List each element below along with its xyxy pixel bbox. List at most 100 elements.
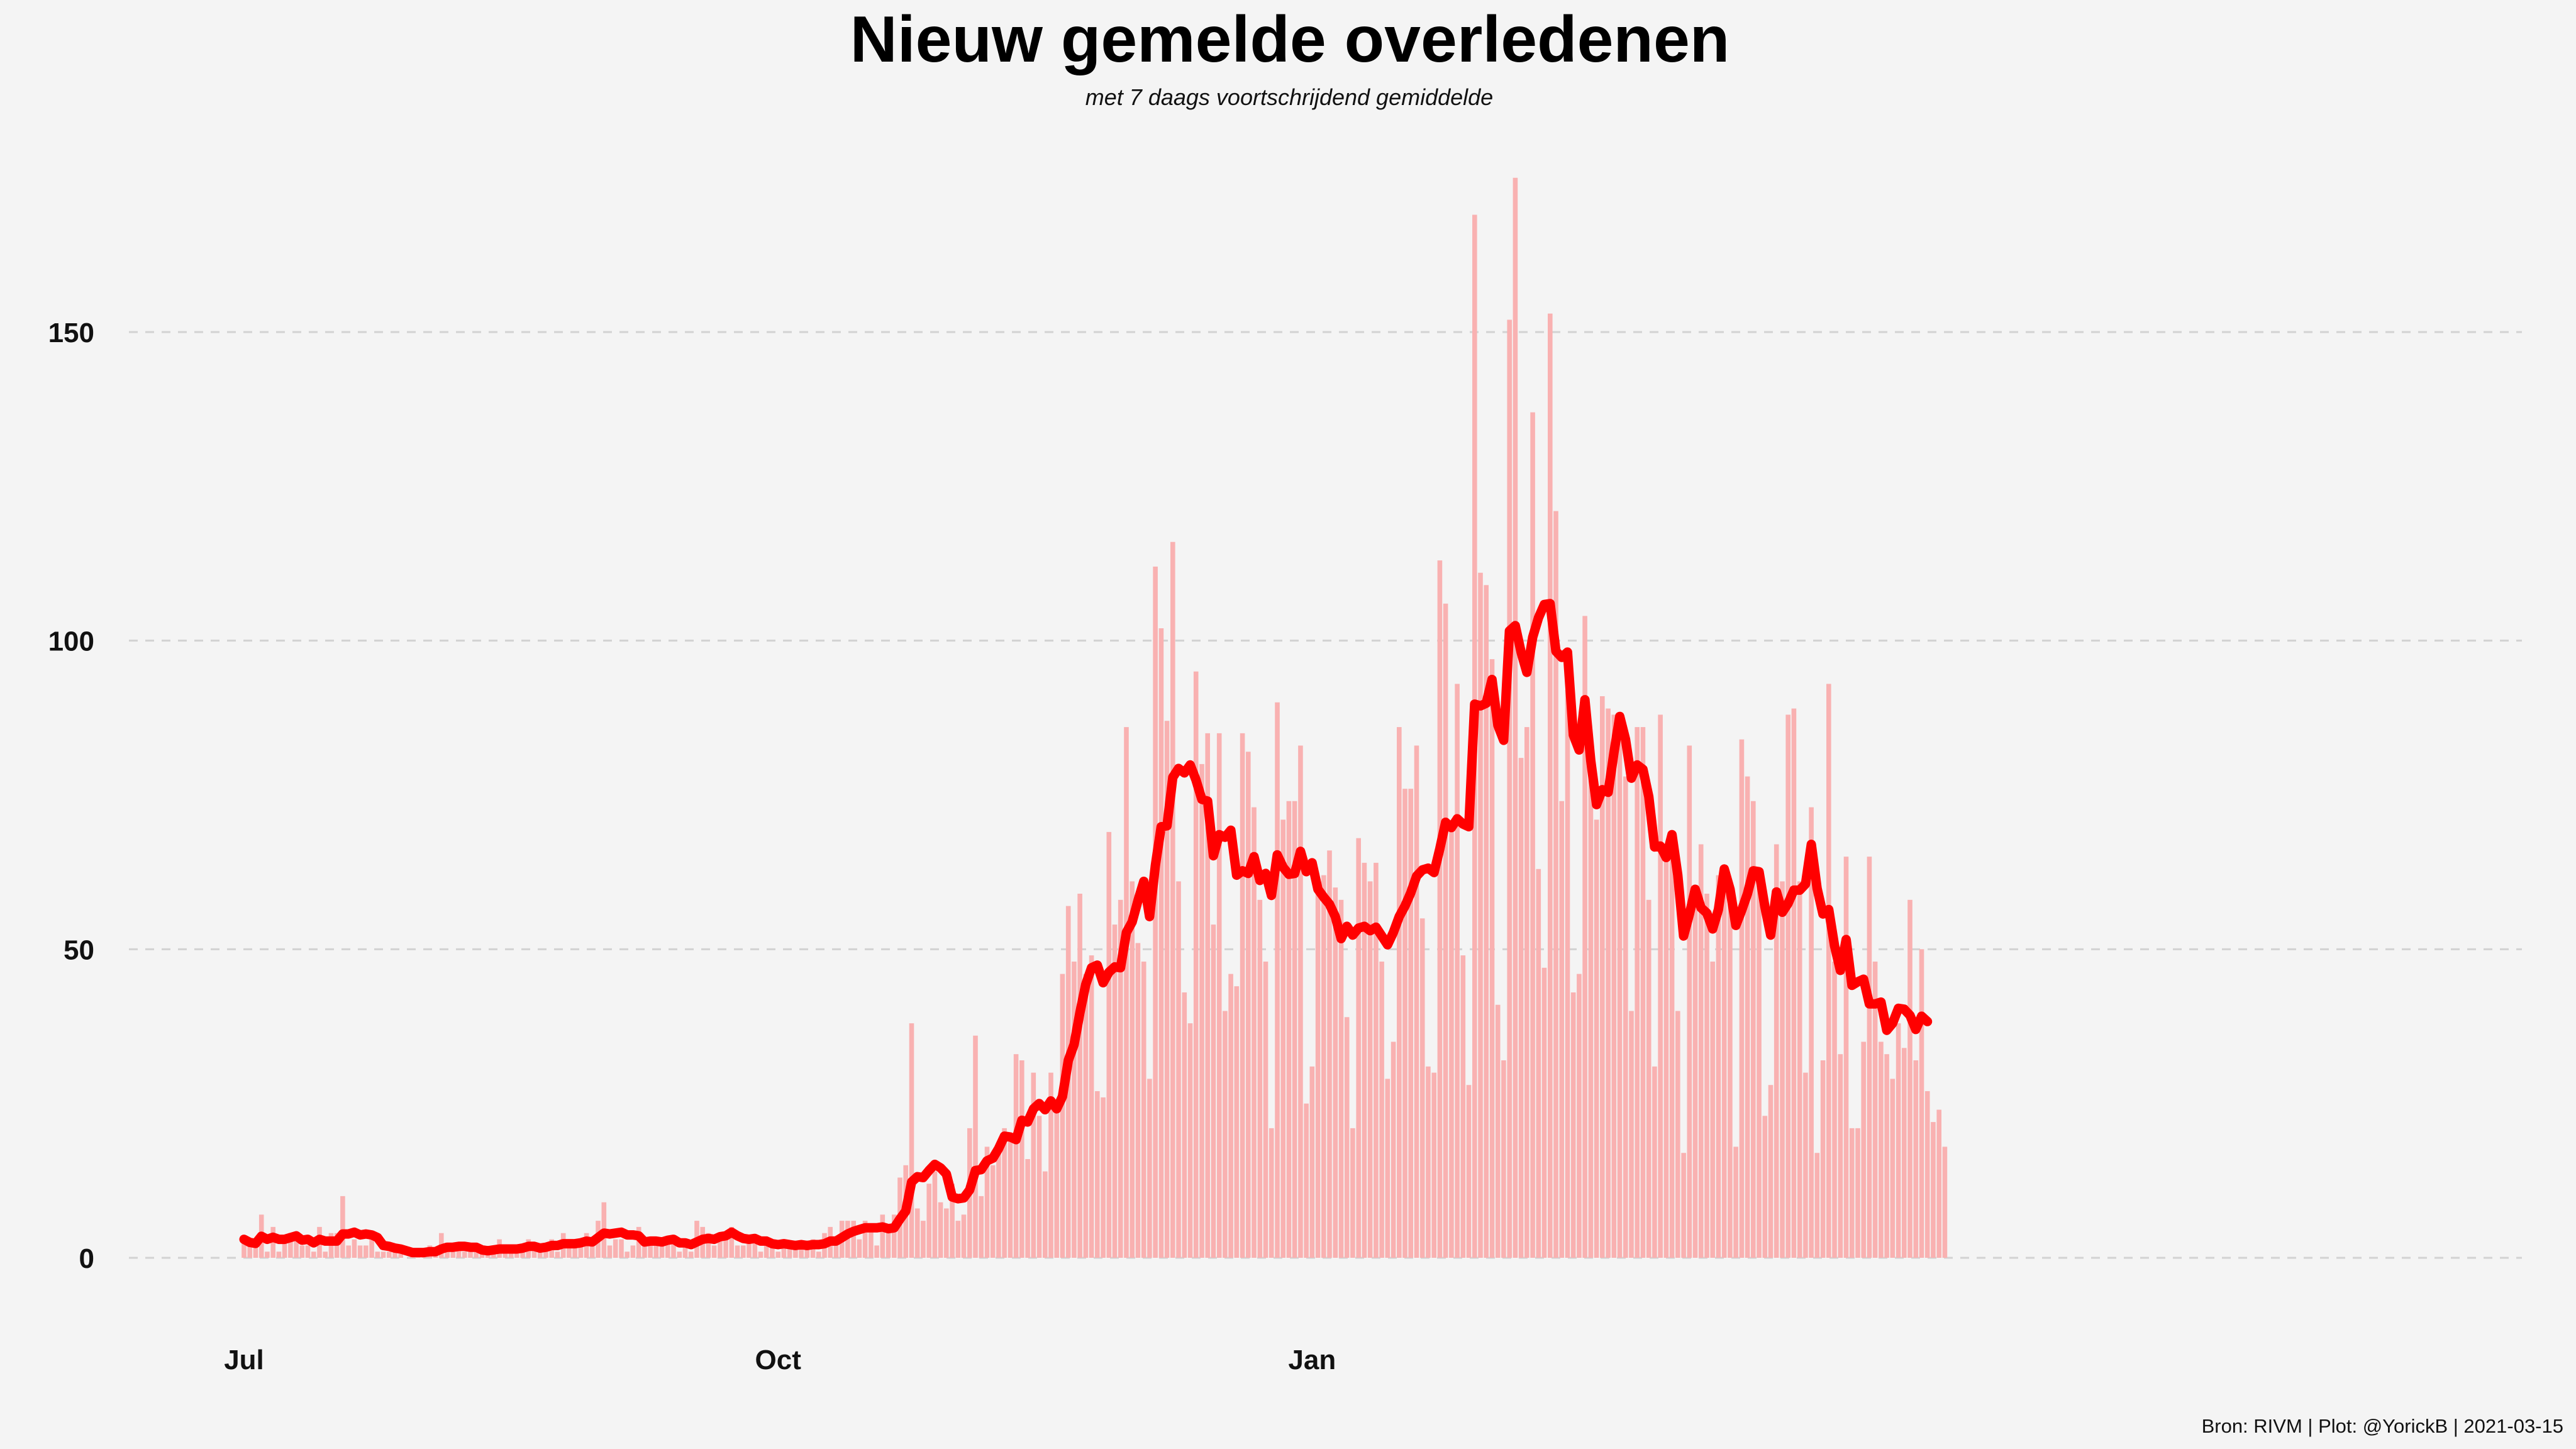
daily-bar bbox=[648, 1239, 653, 1258]
daily-bar bbox=[729, 1226, 735, 1258]
daily-bar bbox=[1669, 850, 1675, 1258]
daily-bar bbox=[1640, 727, 1646, 1258]
daily-bar bbox=[619, 1239, 624, 1258]
daily-bar bbox=[1524, 727, 1530, 1258]
daily-bar bbox=[1275, 702, 1280, 1258]
daily-bar bbox=[578, 1245, 584, 1258]
daily-bar bbox=[816, 1252, 821, 1258]
daily-bar bbox=[375, 1252, 380, 1258]
daily-bar bbox=[1043, 1171, 1048, 1258]
daily-bar bbox=[1031, 1072, 1036, 1258]
daily-bar bbox=[1101, 1097, 1106, 1258]
daily-bar bbox=[456, 1245, 462, 1258]
daily-bar bbox=[758, 1252, 763, 1258]
daily-bar bbox=[567, 1239, 572, 1258]
daily-bar bbox=[723, 1239, 728, 1258]
daily-bar bbox=[1611, 714, 1617, 1258]
daily-bar bbox=[1907, 899, 1913, 1258]
daily-bar bbox=[288, 1233, 293, 1258]
daily-bar bbox=[984, 1146, 990, 1258]
daily-bar bbox=[590, 1245, 595, 1258]
daily-bar bbox=[1124, 727, 1129, 1258]
daily-bar bbox=[1687, 745, 1692, 1258]
daily-bar bbox=[1803, 1072, 1808, 1258]
daily-bar bbox=[921, 1221, 926, 1258]
daily-bar bbox=[1269, 1128, 1274, 1258]
daily-bar bbox=[1153, 566, 1158, 1258]
daily-bar bbox=[1309, 1066, 1315, 1258]
daily-bar bbox=[961, 1214, 967, 1258]
daily-bar bbox=[1362, 862, 1367, 1258]
y-tick-label: 150 bbox=[48, 318, 94, 348]
daily-bar bbox=[1130, 881, 1135, 1258]
daily-bar bbox=[1333, 887, 1338, 1258]
daily-bar bbox=[1257, 899, 1263, 1258]
daily-bar bbox=[1193, 671, 1199, 1258]
daily-bar bbox=[468, 1252, 473, 1258]
daily-bar bbox=[1118, 899, 1123, 1258]
daily-bar bbox=[926, 1184, 931, 1258]
daily-bar bbox=[1478, 572, 1483, 1258]
daily-bar bbox=[1588, 739, 1594, 1258]
daily-bar bbox=[1548, 313, 1553, 1258]
daily-bar bbox=[665, 1239, 670, 1258]
daily-bar bbox=[357, 1245, 363, 1258]
daily-bar bbox=[1321, 875, 1326, 1258]
daily-bar bbox=[1733, 1146, 1738, 1258]
daily-bar bbox=[1350, 1128, 1355, 1258]
daily-bar bbox=[1879, 1041, 1884, 1258]
daily-bar bbox=[1809, 807, 1814, 1258]
daily-bar bbox=[914, 1208, 920, 1258]
daily-bar bbox=[682, 1245, 688, 1258]
daily-bar bbox=[1780, 881, 1785, 1258]
daily-bar bbox=[1652, 1066, 1657, 1258]
daily-bar bbox=[1397, 727, 1402, 1258]
daily-bar bbox=[1304, 1103, 1309, 1258]
daily-bar bbox=[1757, 881, 1762, 1258]
daily-bar bbox=[1617, 721, 1623, 1258]
daily-bar bbox=[1292, 801, 1297, 1258]
daily-bar bbox=[979, 1196, 984, 1258]
daily-bar bbox=[1344, 1017, 1350, 1258]
daily-bar bbox=[1002, 1128, 1007, 1258]
daily-bar bbox=[625, 1252, 630, 1258]
daily-bar bbox=[1698, 844, 1704, 1258]
daily-bar bbox=[1246, 752, 1251, 1258]
daily-bar bbox=[572, 1245, 577, 1258]
daily-bar bbox=[851, 1221, 856, 1258]
daily-bar bbox=[1704, 894, 1709, 1258]
y-tick-label: 0 bbox=[79, 1243, 94, 1274]
daily-bar bbox=[1228, 974, 1233, 1258]
daily-bar bbox=[1223, 1011, 1228, 1258]
daily-bar bbox=[1211, 924, 1216, 1258]
daily-bar bbox=[380, 1252, 386, 1258]
daily-bar bbox=[1077, 894, 1082, 1258]
daily-bar bbox=[932, 1171, 938, 1258]
x-axis-ticks: Jul Oct Jan bbox=[224, 1345, 1336, 1375]
daily-bar bbox=[1367, 881, 1373, 1258]
daily-bar bbox=[369, 1239, 374, 1258]
daily-bar bbox=[1530, 412, 1535, 1258]
daily-bar bbox=[763, 1239, 769, 1258]
daily-bar bbox=[247, 1245, 252, 1258]
daily-bar bbox=[1739, 739, 1745, 1258]
daily-bar bbox=[677, 1252, 682, 1258]
daily-bar bbox=[1414, 745, 1419, 1258]
daily-bar bbox=[880, 1214, 886, 1258]
daily-bar bbox=[1919, 949, 1924, 1258]
daily-bar bbox=[1785, 714, 1790, 1258]
daily-bar bbox=[1054, 1109, 1059, 1258]
daily-bar bbox=[718, 1233, 723, 1258]
daily-bar bbox=[1582, 616, 1587, 1258]
daily-bar bbox=[1402, 789, 1407, 1258]
daily-bar bbox=[276, 1252, 282, 1258]
daily-bar bbox=[747, 1239, 752, 1258]
daily-bar bbox=[1484, 585, 1489, 1258]
daily-bar bbox=[781, 1239, 787, 1258]
daily-bar bbox=[1385, 1079, 1391, 1258]
daily-bar bbox=[1675, 1011, 1680, 1258]
daily-bar bbox=[990, 1165, 996, 1258]
daily-bar bbox=[944, 1208, 949, 1258]
daily-bar bbox=[642, 1245, 647, 1258]
daily-bar bbox=[305, 1245, 311, 1258]
